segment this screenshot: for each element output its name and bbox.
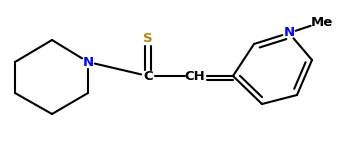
Text: CH: CH (185, 70, 205, 82)
Text: Me: Me (311, 16, 333, 29)
Text: C: C (143, 70, 153, 82)
Text: N: N (283, 27, 294, 40)
Text: S: S (143, 32, 153, 44)
Text: N: N (83, 56, 94, 68)
